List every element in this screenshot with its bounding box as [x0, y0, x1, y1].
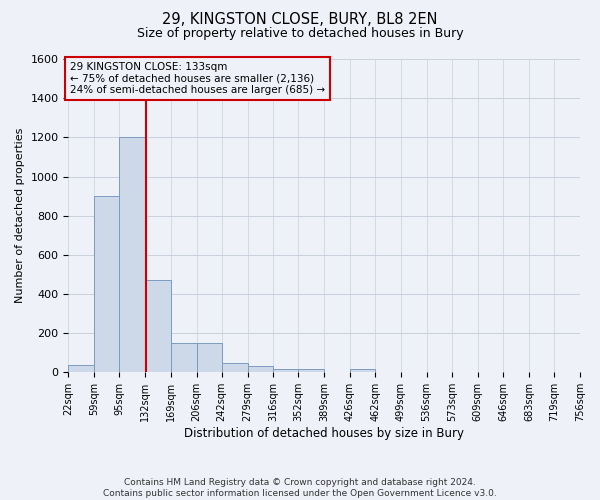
- Text: Contains HM Land Registry data © Crown copyright and database right 2024.
Contai: Contains HM Land Registry data © Crown c…: [103, 478, 497, 498]
- Text: 29 KINGSTON CLOSE: 133sqm
← 75% of detached houses are smaller (2,136)
24% of se: 29 KINGSTON CLOSE: 133sqm ← 75% of detac…: [70, 62, 325, 95]
- Bar: [274, 370, 298, 372]
- Bar: [248, 366, 274, 372]
- Bar: [197, 343, 222, 372]
- Bar: [222, 362, 248, 372]
- Y-axis label: Number of detached properties: Number of detached properties: [15, 128, 25, 304]
- Bar: [171, 343, 197, 372]
- Bar: [68, 364, 94, 372]
- Bar: [350, 370, 375, 372]
- Text: 29, KINGSTON CLOSE, BURY, BL8 2EN: 29, KINGSTON CLOSE, BURY, BL8 2EN: [162, 12, 438, 28]
- Bar: [145, 280, 171, 372]
- Bar: [119, 138, 145, 372]
- Text: Size of property relative to detached houses in Bury: Size of property relative to detached ho…: [137, 28, 463, 40]
- X-axis label: Distribution of detached houses by size in Bury: Distribution of detached houses by size …: [184, 427, 464, 440]
- Bar: [298, 370, 324, 372]
- Bar: [94, 196, 119, 372]
